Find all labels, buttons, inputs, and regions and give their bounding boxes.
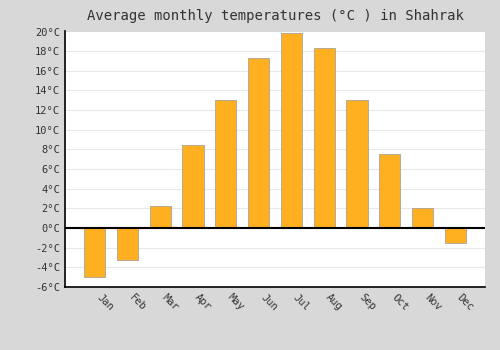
Bar <box>444 228 466 243</box>
Bar <box>379 154 400 228</box>
Bar <box>280 34 302 228</box>
Bar <box>117 228 138 260</box>
Title: Average monthly temperatures (°C ) in Shahrak: Average monthly temperatures (°C ) in Sh… <box>86 9 464 23</box>
Bar <box>412 208 433 228</box>
Bar <box>150 206 171 228</box>
Bar <box>215 100 236 228</box>
Bar <box>248 58 270 228</box>
Bar <box>346 100 368 228</box>
Bar <box>314 48 335 228</box>
Bar <box>84 228 106 277</box>
Bar <box>182 145 204 228</box>
